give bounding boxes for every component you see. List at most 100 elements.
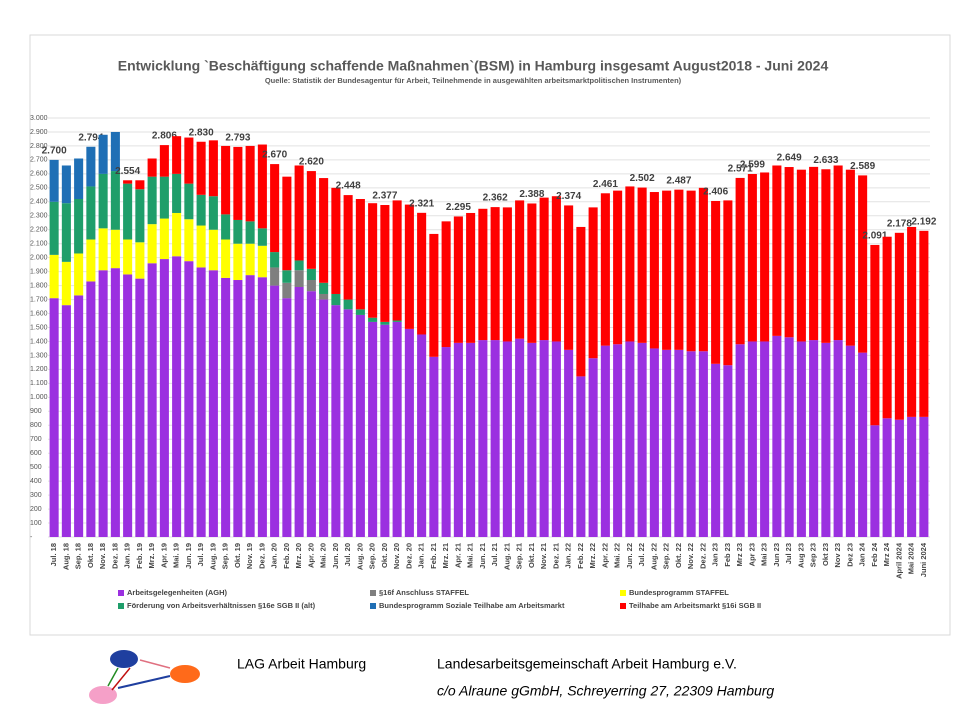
logo-arrow	[107, 667, 119, 687]
bar-segment	[184, 137, 194, 184]
x-tick-label: Jun. 21	[478, 543, 487, 569]
bar-segment	[233, 243, 243, 281]
bar-segment	[208, 270, 218, 537]
bar-segment	[110, 229, 120, 269]
bar-segment	[380, 321, 390, 325]
bar-segment	[123, 239, 133, 275]
bar-segment	[833, 165, 843, 341]
bar-segment	[196, 225, 206, 268]
bar-segment	[208, 196, 218, 230]
bar-segment	[796, 169, 806, 342]
bar-segment	[711, 200, 721, 364]
bar-segment	[245, 145, 255, 222]
x-tick-label: Sep. 20	[368, 543, 377, 569]
x-tick-label: Feb 24	[870, 542, 879, 567]
y-tick-label: 1.400	[30, 338, 48, 345]
bar-segment	[294, 270, 304, 287]
legend-label: Teilhabe am Arbeitsmarkt §16i SGB II	[629, 601, 761, 610]
x-tick-label: Apr. 19	[159, 543, 168, 568]
x-tick-label: Feb. 19	[135, 543, 144, 569]
bar-segment	[845, 169, 855, 346]
x-tick-label: Jan. 19	[123, 543, 132, 568]
x-tick-label: Dez. 22	[698, 543, 707, 569]
total-label: 2.649	[777, 153, 802, 164]
bar-segment	[674, 189, 684, 350]
bar-segment	[343, 195, 353, 300]
bar-segment	[331, 293, 341, 306]
total-label: 2.295	[446, 202, 471, 213]
x-tick-label: Nov. 18	[98, 543, 107, 569]
bar-segment	[760, 341, 770, 537]
bar-segment	[98, 134, 108, 174]
bar-segment	[208, 140, 218, 197]
x-tick-label: Mrz. 19	[147, 543, 156, 568]
total-label: 2.487	[666, 175, 691, 186]
legend-label: Bundesprogramm STAFFEL	[629, 588, 729, 597]
y-tick-label: 2.000	[30, 255, 48, 262]
x-tick-label: Mrz 24	[882, 542, 891, 566]
bar-segment	[74, 199, 84, 254]
x-tick-label: Mai. 22	[613, 543, 622, 568]
bar-segment	[257, 277, 267, 537]
x-tick-label: Aug. 18	[61, 543, 70, 570]
x-tick-label: Sep. 21	[515, 543, 524, 569]
x-tick-label: Feb. 20	[282, 543, 291, 569]
legend-swatch	[118, 603, 124, 609]
bar-segment	[135, 180, 145, 190]
total-label: 2.793	[225, 133, 250, 144]
bar-segment	[392, 320, 402, 322]
x-tick-label: Mrz. 20	[294, 543, 303, 568]
bar-segment	[772, 165, 782, 336]
bar-segment	[294, 165, 304, 261]
bar-segment	[625, 186, 635, 342]
total-label: 2.571	[728, 164, 753, 175]
chart-title: Entwicklung `Beschäftigung schaffende Ma…	[118, 58, 829, 74]
bar-segment	[270, 285, 280, 537]
legend-label: Bundesprogramm Soziale Teilhabe am Arbei…	[379, 601, 565, 610]
bar-segment	[135, 278, 145, 537]
total-label: 2.633	[813, 155, 838, 166]
bar-segment	[723, 365, 733, 537]
plot: - 100 200 300 400 500 600 700 800 900 1.000 1.100 1.…	[30, 115, 937, 610]
x-tick-label: Nov. 22	[686, 543, 695, 569]
x-tick-label: Juni 2024	[919, 542, 928, 577]
x-tick-label: Mrz. 21	[441, 543, 450, 568]
total-label: 2.091	[862, 231, 887, 242]
bar-segment	[49, 298, 59, 537]
total-label: 2.388	[519, 189, 544, 200]
y-tick-label: 2.100	[30, 241, 48, 248]
bar-segment	[478, 340, 488, 537]
total-label: 2.406	[703, 187, 728, 198]
bar-segment	[466, 342, 476, 537]
bar-segment	[662, 349, 672, 537]
bar-segment	[86, 146, 96, 187]
bar-segment	[821, 169, 831, 343]
y-tick-label: 400	[30, 478, 42, 485]
bar-segment	[86, 186, 96, 240]
x-tick-label: Apr. 21	[453, 543, 462, 568]
bar-segment	[245, 221, 255, 244]
bar-segment	[184, 219, 194, 262]
y-tick-label: 1.300	[30, 352, 48, 359]
bar-segment	[110, 131, 120, 172]
x-tick-label: Jan 24	[858, 542, 867, 566]
total-label: 2.620	[299, 157, 324, 168]
y-tick-label: 1.800	[30, 282, 48, 289]
bar-segment	[282, 176, 292, 271]
total-label: 2.502	[630, 173, 655, 184]
footer-address: c/o Alraune gGmbH, Schreyerring 27, 2230…	[437, 683, 774, 699]
bar-segment	[221, 214, 231, 240]
bar-segment	[270, 252, 280, 268]
bar-segment	[319, 299, 329, 537]
bar-segment	[600, 193, 610, 346]
bar-segment	[527, 203, 537, 343]
bar-segment	[551, 196, 561, 342]
bar-segment	[74, 295, 84, 537]
bar-segment	[147, 176, 157, 225]
bar-segment	[784, 167, 794, 338]
bar-segment	[894, 419, 904, 537]
x-tick-label: Jan. 21	[417, 543, 426, 568]
bar-segment	[355, 199, 365, 310]
x-tick-label: Mrz. 22	[588, 543, 597, 568]
